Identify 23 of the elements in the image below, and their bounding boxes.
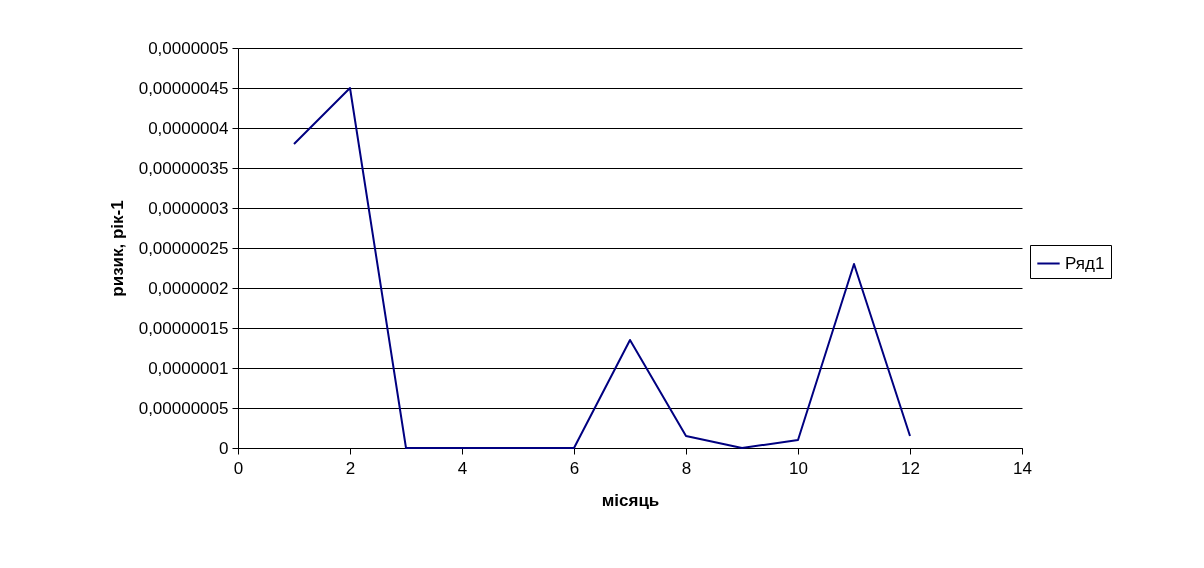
y-tick-label: 0,0000004 <box>148 118 229 138</box>
x-tick-label: 6 <box>569 458 580 478</box>
x-tick-label: 10 <box>789 458 808 478</box>
x-tick-label: 14 <box>1013 458 1032 478</box>
x-tick-label: 8 <box>681 458 692 478</box>
x-tick-label: 2 <box>345 458 356 478</box>
y-tick-label: 0,00000005 <box>138 398 229 418</box>
x-tick-label: 4 <box>457 458 468 478</box>
y-tick-label: 0,00000025 <box>138 238 229 258</box>
y-tick-label: 0,0000002 <box>148 278 229 298</box>
y-tick-label: 0,00000015 <box>138 318 229 338</box>
y-tick-label: 0,0000005 <box>148 38 229 58</box>
x-axis-title: місяць <box>601 490 660 510</box>
y-tick-label: 0 <box>219 438 229 458</box>
y-tick-label: 0,0000003 <box>148 198 229 218</box>
x-tick-label: 0 <box>233 458 244 478</box>
line-series <box>293 87 911 449</box>
y-tick-label: 0,00000035 <box>138 158 229 178</box>
legend-label: Ряд1 <box>1065 253 1105 273</box>
x-tick-label: 12 <box>901 458 920 478</box>
y-tick-label: 0,00000045 <box>138 78 229 98</box>
y-axis-title: ризик, рік-1 <box>107 200 127 297</box>
y-tick-label: 0,0000001 <box>148 358 229 378</box>
